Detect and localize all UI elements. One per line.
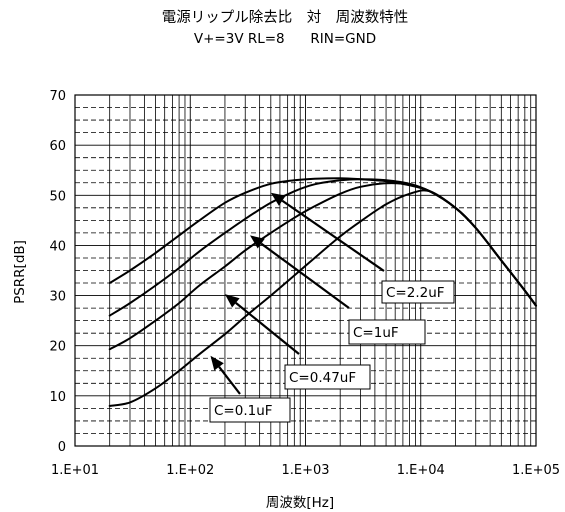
y-tick-label: 10 [49, 390, 66, 405]
x-tick-label: 1.E+01 [51, 463, 99, 478]
annotation-arrow-shaft [235, 302, 300, 355]
annotation: C=0.47uF [224, 294, 371, 390]
annotation-box [284, 364, 371, 390]
chart-subtitle: V+=3V RL=8 RIN=GND [194, 31, 376, 47]
x-axis-label: 周波数[Hz] [266, 495, 334, 511]
annotation: C=1uF [250, 235, 426, 345]
annotation-label: C=1uF [353, 325, 399, 341]
annotation-label: C=0.1uF [214, 403, 273, 419]
y-axis-label: PSRR[dB] [12, 240, 28, 304]
chart-title: 電源リップル除去比 対 周波数特性 [162, 9, 409, 26]
y-tick-label: 40 [49, 239, 66, 254]
series-line-c-2-2uf [108, 177, 537, 307]
y-tick-label: 30 [49, 290, 66, 305]
y-tick-label: 60 [49, 139, 66, 154]
grid [74, 94, 537, 447]
annotation-arrow-shaft [218, 366, 241, 395]
annotation-label: C=2.2uF [386, 285, 445, 301]
tick-labels: 0 10 20 30 40 50 60 70 1.E+01 1.E+02 1.E+03 1.E+04 1… [49, 89, 560, 478]
annotation-label: C=0.47uF [289, 370, 356, 386]
annotation-arrow-shaft [281, 199, 385, 272]
annotation-arrow-head [224, 294, 240, 308]
annotation: C=0.1uF [209, 355, 291, 423]
x-tick-label: 1.E+02 [166, 463, 214, 478]
series-lines [108, 177, 537, 407]
annotation-box [348, 319, 426, 345]
y-tick-label: 50 [49, 189, 66, 204]
plot-frame [74, 94, 537, 447]
annotation: C=2.2uF [270, 192, 455, 304]
x-tick-label: 1.E+05 [512, 463, 560, 478]
annotation-arrow-head [210, 355, 224, 371]
y-tick-label: 70 [49, 89, 66, 104]
annotation-arrow-head [270, 192, 286, 206]
series-line-c-0-1uf [108, 189, 537, 407]
annotation-arrow-head [250, 235, 265, 249]
annotation-box [209, 397, 291, 423]
annotation-arrow-shaft [260, 242, 350, 309]
annotations: C=2.2uF C=1uF C=0.47uF C=0.1uF [209, 192, 455, 423]
annotation-box [381, 280, 455, 304]
x-tick-label: 1.E+03 [281, 463, 329, 478]
y-tick-label: 20 [49, 340, 66, 355]
y-tick-label: 0 [58, 440, 66, 455]
x-tick-label: 1.E+04 [397, 463, 445, 478]
